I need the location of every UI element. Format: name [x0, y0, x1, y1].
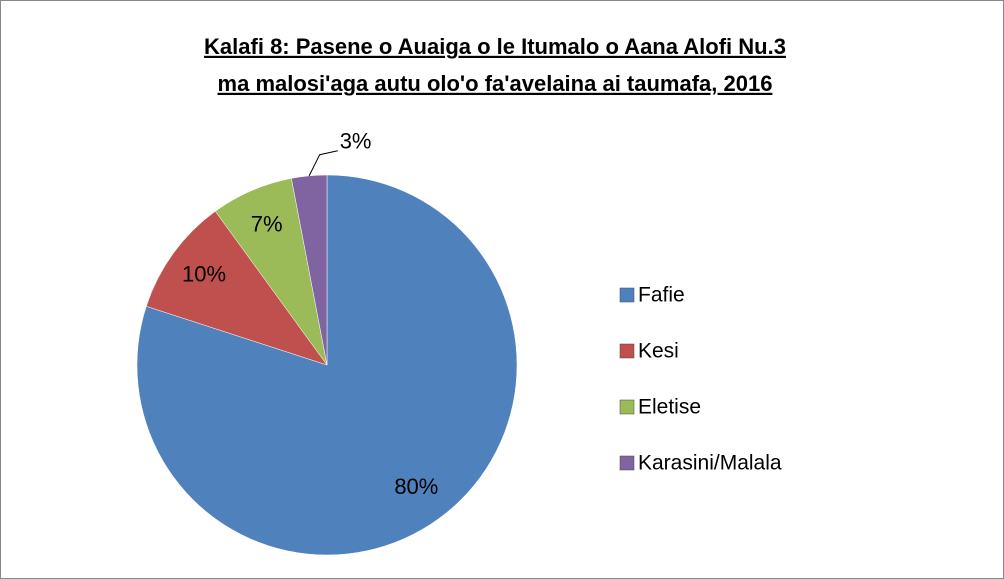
legend-label: Kesi: [638, 340, 679, 363]
legend-swatch: [619, 343, 635, 359]
legend-swatch: [619, 399, 635, 415]
chart-title: Kalafi 8: Pasene o Auaiga o le Itumalo o…: [204, 34, 786, 59]
legend-label: Fafie: [638, 284, 685, 307]
data-label: 3%: [340, 129, 372, 154]
legend-swatch: [619, 455, 635, 471]
data-label: 80%: [394, 474, 438, 499]
pie-slice: [136, 174, 518, 556]
data-label: 10%: [182, 261, 226, 286]
legend-label: Karasini/Malala: [638, 452, 782, 475]
legend-swatch: [619, 287, 635, 303]
data-label: 7%: [251, 211, 283, 236]
leader-line: [308, 150, 338, 177]
legend-label: Eletise: [638, 396, 701, 419]
pie-slice: [145, 210, 328, 366]
chart-title: ma malosi'aga autu olo'o fa'avelaina ai …: [218, 71, 773, 96]
